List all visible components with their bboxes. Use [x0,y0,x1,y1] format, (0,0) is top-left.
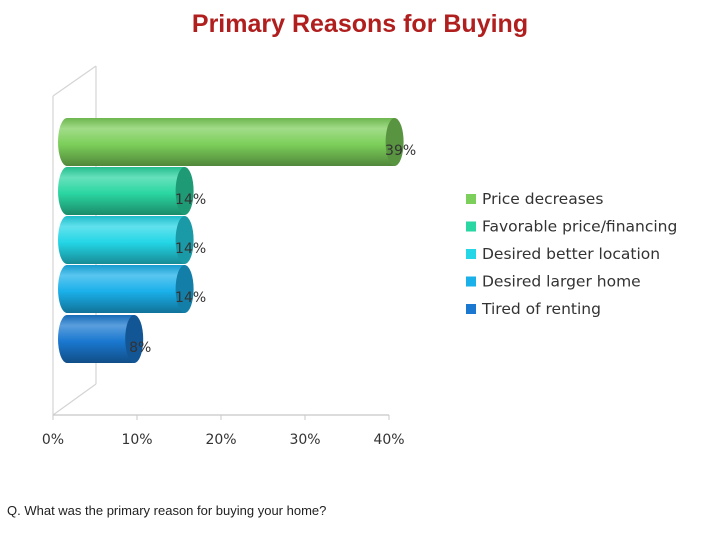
bar-start-cap [58,216,76,264]
wall-top-edge [52,65,97,97]
x-tick-label: 10% [121,432,152,448]
bar-start-cap [58,265,76,313]
legend-label: Desired larger home [482,273,641,291]
bar-body [67,265,185,313]
legend-swatch [466,276,476,287]
bar-1 [58,118,404,166]
bar-end-cap [385,118,404,166]
bar-start-cap [58,167,76,215]
legend-label: Price decreases [482,190,603,208]
bar-2 [58,167,194,215]
wall-bottom-edge [52,383,97,416]
legend-label: Tired of renting [481,300,601,318]
legend-item: Price decreases [466,190,603,208]
legend-swatch [466,221,476,232]
bar-start-cap [58,118,76,166]
chart-title: Primary Reasons for Buying [191,10,529,38]
bar-value-label: 39% [385,143,416,159]
bar-value-label: 8% [129,340,151,356]
bar-4 [58,265,194,313]
bar-value-label: 14% [175,241,206,257]
legend-swatch [466,249,476,259]
bar-end-cap [175,265,194,313]
legend-item: Desired better location [466,245,660,263]
bar-body [67,216,185,264]
bar-end-cap [175,216,194,264]
x-tick-label: 40% [373,432,404,448]
legend-label: Desired better location [482,245,660,263]
legend-swatch [466,304,476,314]
bar-value-label: 14% [175,192,206,208]
legend-label: Favorable price/financing [482,218,677,236]
legend-item: Favorable price/financing [466,218,677,236]
legend-item: Tired of renting [466,300,601,318]
bar-value-label: 14% [175,290,206,306]
bar-body [67,167,185,215]
bar-body [67,118,395,166]
x-tick-label: 30% [289,432,320,448]
bar-start-cap [58,315,76,363]
legend-item: Desired larger home [466,273,641,291]
survey-question: Q. What was the primary reason for buyin… [7,503,327,518]
bar-end-cap [175,167,194,215]
bar-body [67,315,135,363]
x-tick-label: 20% [205,432,236,448]
bar-5 [58,315,144,363]
bar-end-cap [125,315,144,363]
x-tick-label: 0% [42,432,64,448]
legend-swatch [466,194,476,204]
bar-3 [58,216,194,264]
